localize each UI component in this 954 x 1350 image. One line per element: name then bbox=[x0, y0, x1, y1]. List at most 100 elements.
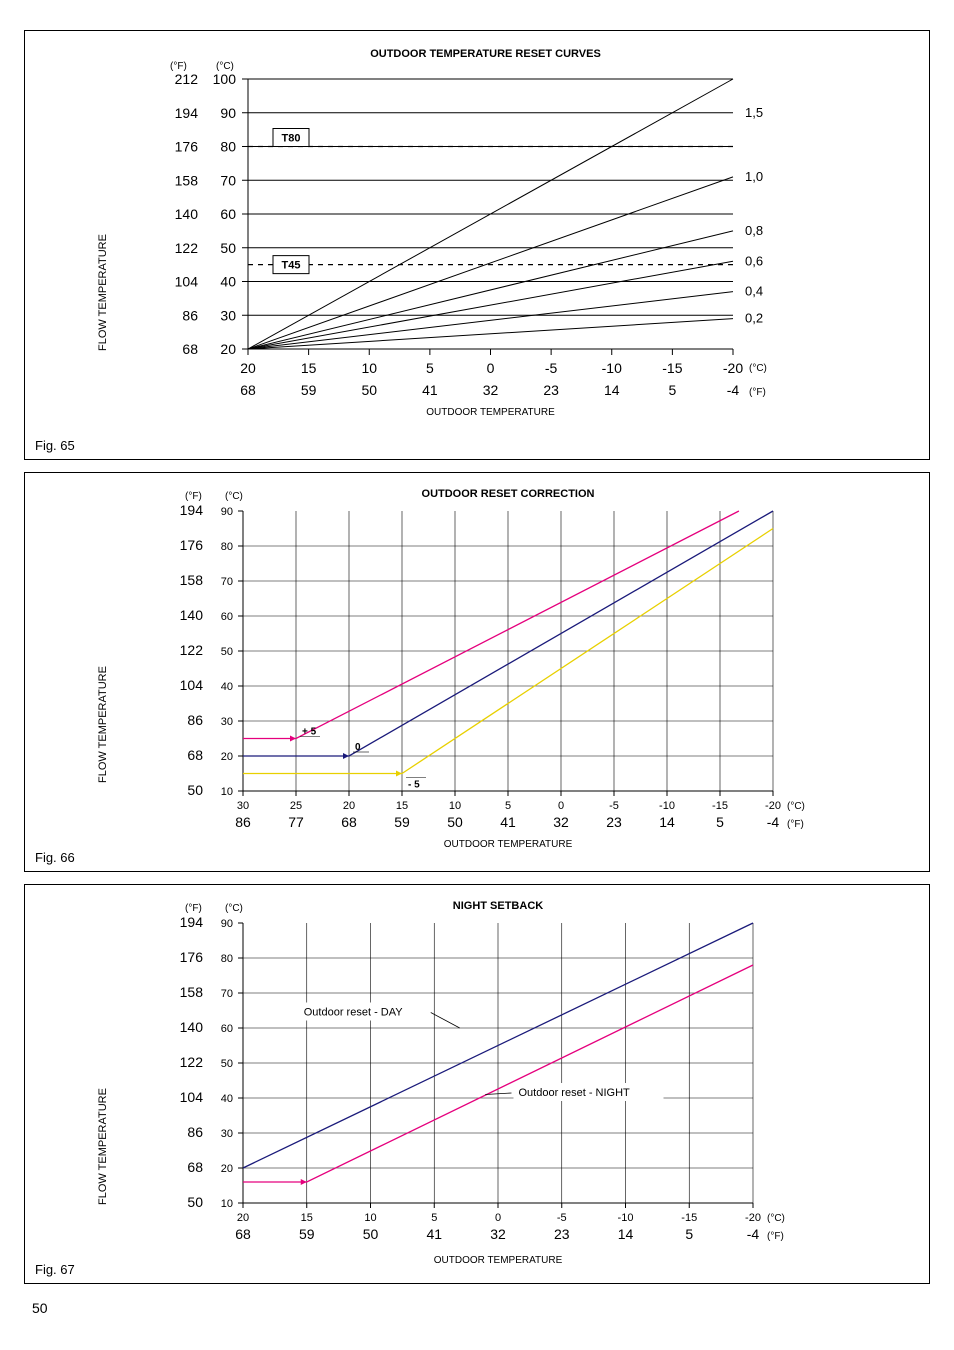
svg-text:41: 41 bbox=[422, 382, 438, 398]
svg-text:86: 86 bbox=[182, 307, 198, 323]
svg-text:-10: -10 bbox=[602, 360, 622, 376]
svg-text:158: 158 bbox=[180, 572, 204, 588]
svg-text:T45: T45 bbox=[282, 260, 301, 272]
svg-text:NIGHT SETBACK: NIGHT SETBACK bbox=[453, 900, 544, 912]
svg-text:32: 32 bbox=[553, 814, 569, 830]
svg-text:0: 0 bbox=[487, 360, 495, 376]
svg-text:10: 10 bbox=[361, 360, 377, 376]
svg-text:20: 20 bbox=[343, 800, 355, 812]
svg-text:68: 68 bbox=[182, 341, 198, 357]
svg-text:30: 30 bbox=[221, 716, 233, 728]
svg-text:-5: -5 bbox=[545, 360, 558, 376]
svg-text:59: 59 bbox=[394, 814, 410, 830]
svg-text:80: 80 bbox=[220, 139, 236, 155]
svg-text:41: 41 bbox=[426, 1226, 442, 1242]
svg-text:(°C): (°C) bbox=[767, 1213, 785, 1224]
svg-text:OUTDOOR TEMPERATURE RESET CURV: OUTDOOR TEMPERATURE RESET CURVES bbox=[370, 48, 601, 60]
svg-text:122: 122 bbox=[175, 240, 199, 256]
svg-text:194: 194 bbox=[175, 105, 199, 121]
svg-text:60: 60 bbox=[221, 1023, 233, 1035]
svg-text:15: 15 bbox=[301, 1212, 313, 1224]
svg-text:+ 5: + 5 bbox=[302, 727, 317, 738]
svg-text:86: 86 bbox=[235, 814, 251, 830]
svg-text:23: 23 bbox=[606, 814, 622, 830]
svg-text:OUTDOOR TEMPERATURE: OUTDOOR TEMPERATURE bbox=[426, 407, 555, 418]
svg-text:20: 20 bbox=[237, 1212, 249, 1224]
svg-text:10: 10 bbox=[449, 800, 461, 812]
svg-text:40: 40 bbox=[220, 274, 236, 290]
svg-text:50: 50 bbox=[447, 814, 463, 830]
svg-text:68: 68 bbox=[341, 814, 357, 830]
svg-text:1,0: 1,0 bbox=[745, 169, 763, 184]
svg-text:30: 30 bbox=[237, 800, 249, 812]
svg-text:122: 122 bbox=[180, 642, 204, 658]
svg-text:1,5: 1,5 bbox=[745, 105, 763, 120]
svg-text:32: 32 bbox=[490, 1226, 506, 1242]
svg-text:(°F): (°F) bbox=[749, 387, 766, 398]
svg-text:176: 176 bbox=[180, 949, 204, 965]
svg-text:158: 158 bbox=[175, 172, 199, 188]
svg-text:104: 104 bbox=[180, 1089, 204, 1105]
svg-text:50: 50 bbox=[187, 1194, 203, 1210]
svg-text:T80: T80 bbox=[282, 133, 301, 145]
svg-text:-15: -15 bbox=[712, 800, 728, 812]
svg-text:- 5: - 5 bbox=[408, 780, 420, 791]
svg-text:-5: -5 bbox=[609, 800, 619, 812]
svg-text:30: 30 bbox=[220, 307, 236, 323]
svg-text:86: 86 bbox=[187, 712, 203, 728]
svg-text:20: 20 bbox=[221, 1163, 233, 1175]
svg-text:212: 212 bbox=[175, 71, 199, 87]
svg-text:20: 20 bbox=[220, 341, 236, 357]
page-number: 50 bbox=[24, 1296, 930, 1316]
svg-text:OUTDOOR RESET CORRECTION: OUTDOOR RESET CORRECTION bbox=[422, 488, 595, 500]
svg-text:(°F): (°F) bbox=[787, 819, 804, 830]
svg-text:176: 176 bbox=[175, 139, 199, 155]
svg-text:-15: -15 bbox=[681, 1212, 697, 1224]
svg-text:-5: -5 bbox=[557, 1212, 567, 1224]
svg-text:59: 59 bbox=[301, 382, 317, 398]
svg-text:14: 14 bbox=[604, 382, 620, 398]
svg-text:5: 5 bbox=[426, 360, 434, 376]
svg-text:OUTDOOR TEMPERATURE: OUTDOOR TEMPERATURE bbox=[434, 1255, 563, 1266]
svg-text:10: 10 bbox=[221, 1198, 233, 1210]
svg-text:0: 0 bbox=[355, 742, 361, 753]
svg-text:(°C): (°C) bbox=[749, 363, 767, 374]
fig66-chart: OUTDOOR RESET CORRECTION(°F)(°C)90194801… bbox=[33, 481, 921, 861]
panel-fig67: Fig. 67 FLOW TEMPERATURE NIGHT SETBACK(°… bbox=[24, 884, 930, 1284]
fig65-chart: OUTDOOR TEMPERATURE RESET CURVES (°F) (°C)… bbox=[33, 39, 921, 449]
svg-text:Outdoor reset - DAY: Outdoor reset - DAY bbox=[304, 1007, 403, 1019]
svg-text:0,6: 0,6 bbox=[745, 253, 763, 268]
svg-text:5: 5 bbox=[685, 1226, 693, 1242]
svg-text:(°F): (°F) bbox=[185, 491, 202, 502]
svg-text:158: 158 bbox=[180, 984, 204, 1000]
svg-text:90: 90 bbox=[220, 105, 236, 121]
svg-text:194: 194 bbox=[180, 914, 204, 930]
svg-text:68: 68 bbox=[240, 382, 256, 398]
svg-text:60: 60 bbox=[221, 611, 233, 623]
svg-text:-4: -4 bbox=[727, 382, 740, 398]
svg-text:(°F): (°F) bbox=[185, 903, 202, 914]
svg-text:30: 30 bbox=[221, 1128, 233, 1140]
svg-text:14: 14 bbox=[618, 1226, 634, 1242]
svg-text:0: 0 bbox=[558, 800, 564, 812]
svg-text:5: 5 bbox=[668, 382, 676, 398]
svg-text:140: 140 bbox=[175, 206, 199, 222]
fig67-chart: NIGHT SETBACK(°F)(°C)9019480176701586014… bbox=[33, 893, 921, 1273]
svg-text:40: 40 bbox=[221, 1093, 233, 1105]
svg-text:(°F): (°F) bbox=[767, 1231, 784, 1242]
svg-text:104: 104 bbox=[180, 677, 204, 693]
svg-text:70: 70 bbox=[221, 988, 233, 1000]
svg-text:(°C): (°C) bbox=[225, 903, 243, 914]
svg-text:90: 90 bbox=[221, 506, 233, 518]
svg-text:90: 90 bbox=[221, 918, 233, 930]
svg-text:(°C): (°C) bbox=[787, 801, 805, 812]
svg-text:140: 140 bbox=[180, 1019, 204, 1035]
svg-text:-20: -20 bbox=[745, 1212, 761, 1224]
svg-text:104: 104 bbox=[175, 274, 199, 290]
svg-text:40: 40 bbox=[221, 681, 233, 693]
svg-text:-20: -20 bbox=[765, 800, 781, 812]
svg-text:20: 20 bbox=[240, 360, 256, 376]
svg-text:0,8: 0,8 bbox=[745, 223, 763, 238]
svg-text:68: 68 bbox=[187, 1159, 203, 1175]
svg-text:15: 15 bbox=[396, 800, 408, 812]
